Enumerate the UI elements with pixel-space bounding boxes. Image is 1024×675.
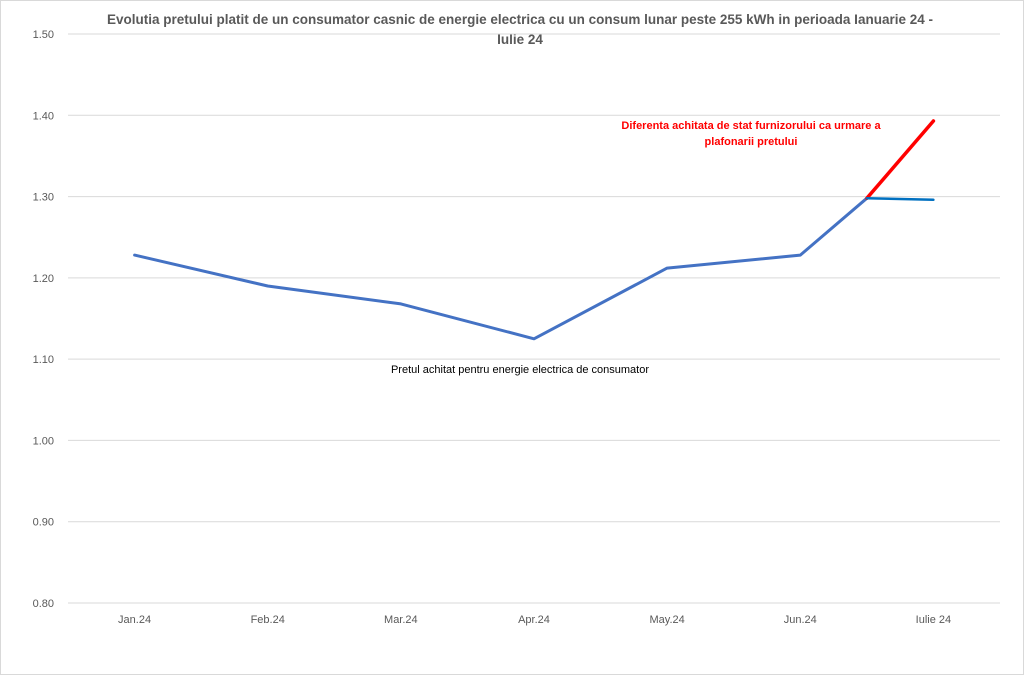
y-tick-label: 1.40: [33, 110, 54, 122]
series-line-0: [133, 196, 869, 341]
y-tick-label: 1.00: [33, 435, 54, 447]
x-tick-label: May.24: [650, 614, 685, 626]
y-tick-label: 1.30: [33, 192, 54, 204]
x-tick-label: Jun.24: [784, 614, 817, 626]
consumer-price-annotation: Pretul achitat pentru energie electrica …: [390, 364, 650, 376]
x-tick-label: Jan.24: [118, 614, 151, 626]
chart-title: Evolutia pretului platit de un consumato…: [107, 12, 933, 47]
state-difference-annotation: Diferenta achitata de stat furnizorului …: [621, 120, 881, 148]
y-tick-label: 1.20: [33, 273, 54, 285]
y-tick-label: 1.10: [33, 354, 54, 366]
series-line-2: [865, 196, 935, 202]
x-tick-label: Apr.24: [518, 614, 550, 626]
y-tick-label: 0.80: [33, 598, 54, 610]
y-tick-label: 1.50: [33, 29, 54, 41]
x-tick-label: Iulie 24: [916, 614, 951, 626]
series-line-1: [865, 119, 936, 200]
x-tick-label: Feb.24: [251, 614, 285, 626]
x-tick-label: Mar.24: [384, 614, 418, 626]
y-tick-label: 0.90: [33, 517, 54, 529]
